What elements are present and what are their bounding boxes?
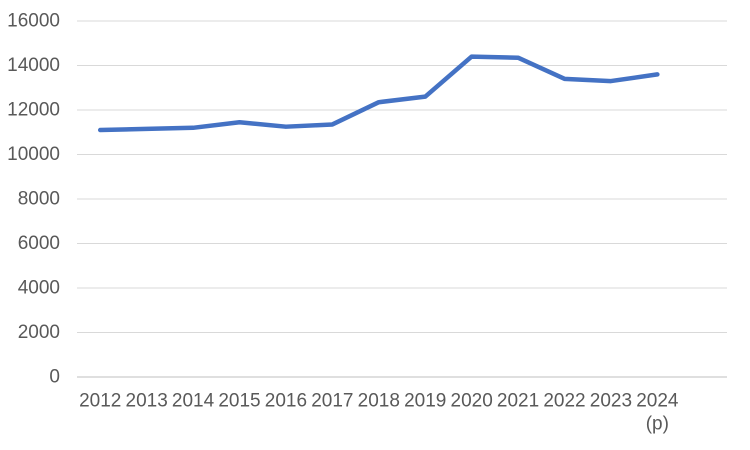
series-line <box>97 54 660 133</box>
x-tick-label: 2021 <box>497 391 539 412</box>
y-tick-label: 2000 <box>18 322 60 343</box>
x-tick-label: 2016 <box>265 391 307 412</box>
x-tick-label: 2022 <box>543 391 585 412</box>
x-tick-label: 2018 <box>358 391 400 412</box>
x-axis-note: (p) <box>646 414 669 435</box>
x-tick-label: 2015 <box>218 391 260 412</box>
y-tick-label: 4000 <box>18 278 60 299</box>
y-tick-label: 6000 <box>18 233 60 254</box>
y-tick-label: 14000 <box>7 55 60 76</box>
x-tick-label: 2023 <box>590 391 632 412</box>
y-tick-label: 10000 <box>7 144 60 165</box>
y-tick-label: 0 <box>49 367 60 388</box>
x-tick-label: 2014 <box>172 391 215 412</box>
x-tick-label: 2013 <box>126 391 168 412</box>
x-tick-label: 2019 <box>404 391 446 412</box>
x-tick-label: 2020 <box>451 391 493 412</box>
y-tick-label: 12000 <box>7 100 60 121</box>
y-tick-label: 8000 <box>18 189 60 210</box>
y-tick-label: 16000 <box>7 11 60 32</box>
x-tick-label: 2017 <box>311 391 353 412</box>
x-tick-label: 2012 <box>79 391 121 412</box>
x-tick-label: 2024 <box>636 391 679 412</box>
